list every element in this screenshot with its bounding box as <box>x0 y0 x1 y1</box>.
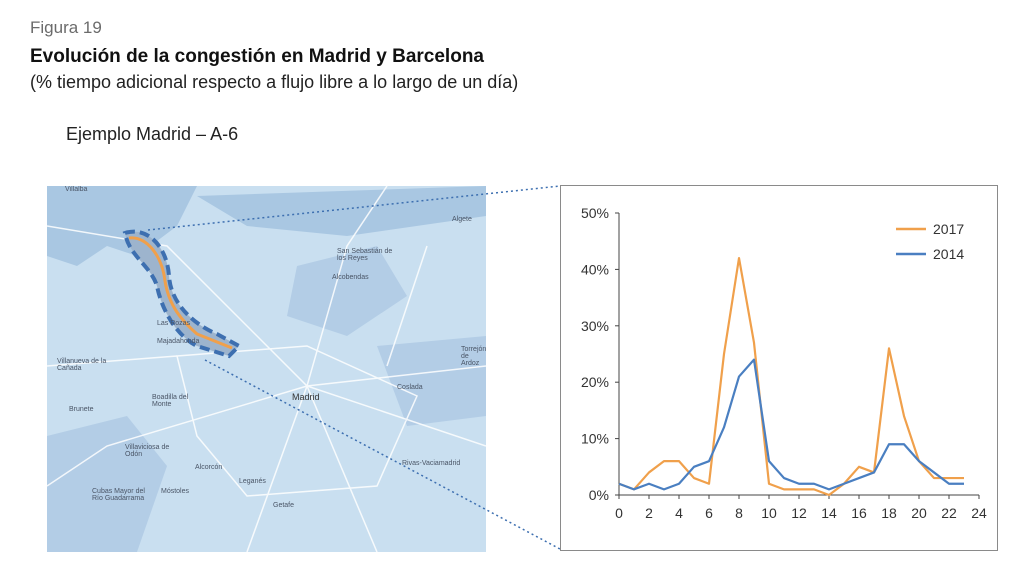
y-tick-label: 20% <box>581 374 609 390</box>
x-tick-label: 16 <box>851 505 867 521</box>
route-outline <box>122 229 243 359</box>
x-tick-label: 22 <box>941 505 957 521</box>
map-label-alcobendas: Alcobendas <box>332 274 369 281</box>
map-label-rivas: Rivas-Vaciamadrid <box>402 460 461 467</box>
map-label-majadahonda: Majadahonda <box>157 338 200 345</box>
map-label-algete: Algete <box>452 216 472 223</box>
map-label-coslada: Coslada <box>397 384 423 391</box>
map-label-villaviciosa: Villaviciosa de Odón <box>125 444 170 458</box>
map-label-alcorcon: Alcorcón <box>195 464 223 471</box>
map-label-mostoles: Móstoles <box>161 488 190 495</box>
figure-subtitle: (% tiempo adicional respecto a flujo lib… <box>30 72 519 92</box>
y-tick-label: 50% <box>581 205 609 221</box>
y-tick-label: 40% <box>581 261 609 277</box>
x-tick-label: 12 <box>791 505 807 521</box>
series-line-2017 <box>618 257 964 497</box>
map-label-villalba: Villalba <box>65 186 88 193</box>
x-tick-label: 0 <box>615 505 623 521</box>
example-caption: Ejemplo Madrid – A-6 <box>66 124 239 144</box>
figure-label: Figura 19 <box>30 18 102 37</box>
legend-label-2017: 2017 <box>933 221 964 237</box>
line-chart: 0%10%20%30%40%50%0 2 4 6 8 10 12 14 16 18 20 22 2420… <box>581 205 987 521</box>
map-label-torrejon: Torrejón de Ardoz <box>461 346 486 367</box>
y-tick-label: 30% <box>581 318 609 334</box>
x-tick-label: 8 <box>735 505 743 521</box>
map-label-sanseb: San Sebastián de los Reyes <box>337 248 393 262</box>
series-line-2014 <box>618 358 964 491</box>
map-label-boadilla: Boadilla del Monte <box>152 394 189 408</box>
x-tick-label: 6 <box>705 505 713 521</box>
map-label-madrid: Madrid <box>292 392 320 402</box>
figure-title: Evolución de la congestión en Madrid y B… <box>30 46 484 67</box>
x-tick-label: 18 <box>881 505 897 521</box>
map-panel: Villalba Algete San Sebastián de los Rey… <box>47 186 486 552</box>
route-highlight <box>128 236 233 350</box>
map-label-leganes: Leganés <box>239 478 266 485</box>
map-label-lasrozas: Las Rozas <box>157 320 191 327</box>
legend-label-2014: 2014 <box>933 246 964 262</box>
map-label-brunete: Brunete <box>69 406 94 413</box>
chart-panel: 0% 10% 20% 30% 40% 50% 0 2 4 6 8 10 12 14 16 18 20 22 24 20… <box>560 185 998 551</box>
x-tick-label: 10 <box>761 505 777 521</box>
x-tick-label: 4 <box>675 505 683 521</box>
x-tick-label: 24 <box>971 505 987 521</box>
x-tick-label: 20 <box>911 505 927 521</box>
map-label-villanueva: Villanueva de la Cañada <box>57 358 107 372</box>
y-tick-label: 10% <box>581 431 609 447</box>
map-label-casarrubuelos: Cubas Mayor del Río Guadarrama <box>92 488 145 502</box>
x-tick-label: 2 <box>645 505 653 521</box>
map-label-getafe: Getafe <box>273 502 295 509</box>
y-tick-label: 0% <box>589 487 609 503</box>
x-tick-label: 14 <box>821 505 837 521</box>
